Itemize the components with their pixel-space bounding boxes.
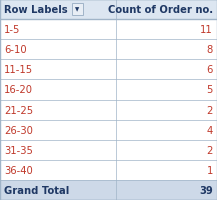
Text: Row Labels: Row Labels xyxy=(4,5,68,15)
Bar xyxy=(0,40,217,60)
Text: Count of Order no.: Count of Order no. xyxy=(108,5,213,15)
Text: 2: 2 xyxy=(207,145,213,155)
Text: 4: 4 xyxy=(207,125,213,135)
Text: 1-5: 1-5 xyxy=(4,25,20,35)
Bar xyxy=(0,100,217,120)
Text: 39: 39 xyxy=(199,185,213,195)
Text: 1: 1 xyxy=(207,165,213,175)
Text: 6: 6 xyxy=(207,65,213,75)
Text: 26-30: 26-30 xyxy=(4,125,33,135)
Bar xyxy=(0,80,217,100)
Text: 36-40: 36-40 xyxy=(4,165,33,175)
Text: 16-20: 16-20 xyxy=(4,85,33,95)
Text: 8: 8 xyxy=(207,45,213,55)
Text: 31-35: 31-35 xyxy=(4,145,33,155)
Text: 11-15: 11-15 xyxy=(4,65,33,75)
Bar xyxy=(0,20,217,40)
Text: 6-10: 6-10 xyxy=(4,45,27,55)
Text: Grand Total: Grand Total xyxy=(4,185,69,195)
Bar xyxy=(0,140,217,160)
Bar xyxy=(0,0,217,20)
Bar xyxy=(0,60,217,80)
Text: 2: 2 xyxy=(207,105,213,115)
Text: 21-25: 21-25 xyxy=(4,105,33,115)
Bar xyxy=(0,180,217,200)
Text: 11: 11 xyxy=(200,25,213,35)
Bar xyxy=(0,160,217,180)
FancyBboxPatch shape xyxy=(72,4,83,16)
Bar xyxy=(0,120,217,140)
Text: ▼: ▼ xyxy=(75,8,80,12)
Text: 5: 5 xyxy=(207,85,213,95)
